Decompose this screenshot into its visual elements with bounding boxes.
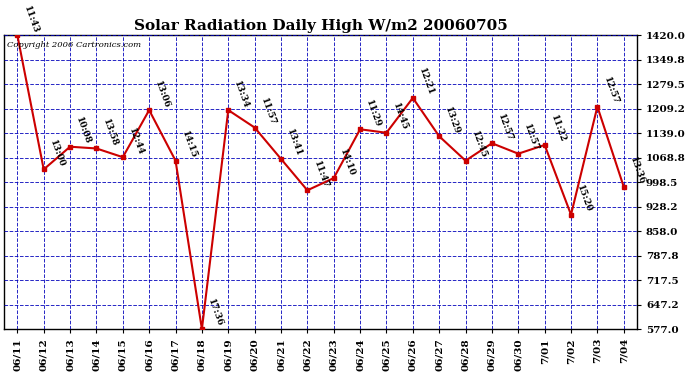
Text: 12:57: 12:57 [496, 112, 514, 142]
Text: 13:06: 13:06 [153, 79, 172, 110]
Text: 12:21: 12:21 [417, 67, 435, 97]
Text: 13:00: 13:00 [48, 139, 66, 169]
Text: 17:36: 17:36 [206, 298, 224, 328]
Text: Copyright 2006 Cartronics.com: Copyright 2006 Cartronics.com [8, 41, 141, 49]
Text: 11:43: 11:43 [21, 4, 40, 34]
Text: 12:44: 12:44 [127, 126, 145, 156]
Text: 10:08: 10:08 [75, 116, 92, 146]
Text: 11:29: 11:29 [364, 98, 382, 129]
Text: 13:34: 13:34 [233, 79, 250, 110]
Text: 13:36: 13:36 [628, 156, 647, 186]
Text: 13:58: 13:58 [101, 117, 119, 148]
Text: 12:57: 12:57 [522, 123, 541, 153]
Text: 14:10: 14:10 [338, 147, 356, 177]
Text: 14:45: 14:45 [391, 102, 409, 132]
Text: 11:47: 11:47 [311, 159, 330, 189]
Text: 12:57: 12:57 [602, 76, 620, 106]
Text: 12:45: 12:45 [470, 130, 488, 160]
Text: 15:20: 15:20 [575, 184, 593, 214]
Text: 11:22: 11:22 [549, 114, 567, 144]
Text: 13:29: 13:29 [444, 105, 462, 135]
Text: 11:57: 11:57 [259, 97, 277, 127]
Text: 13:41: 13:41 [285, 128, 304, 158]
Text: 14:15: 14:15 [179, 130, 198, 160]
Title: Solar Radiation Daily High W/m2 20060705: Solar Radiation Daily High W/m2 20060705 [134, 19, 507, 33]
